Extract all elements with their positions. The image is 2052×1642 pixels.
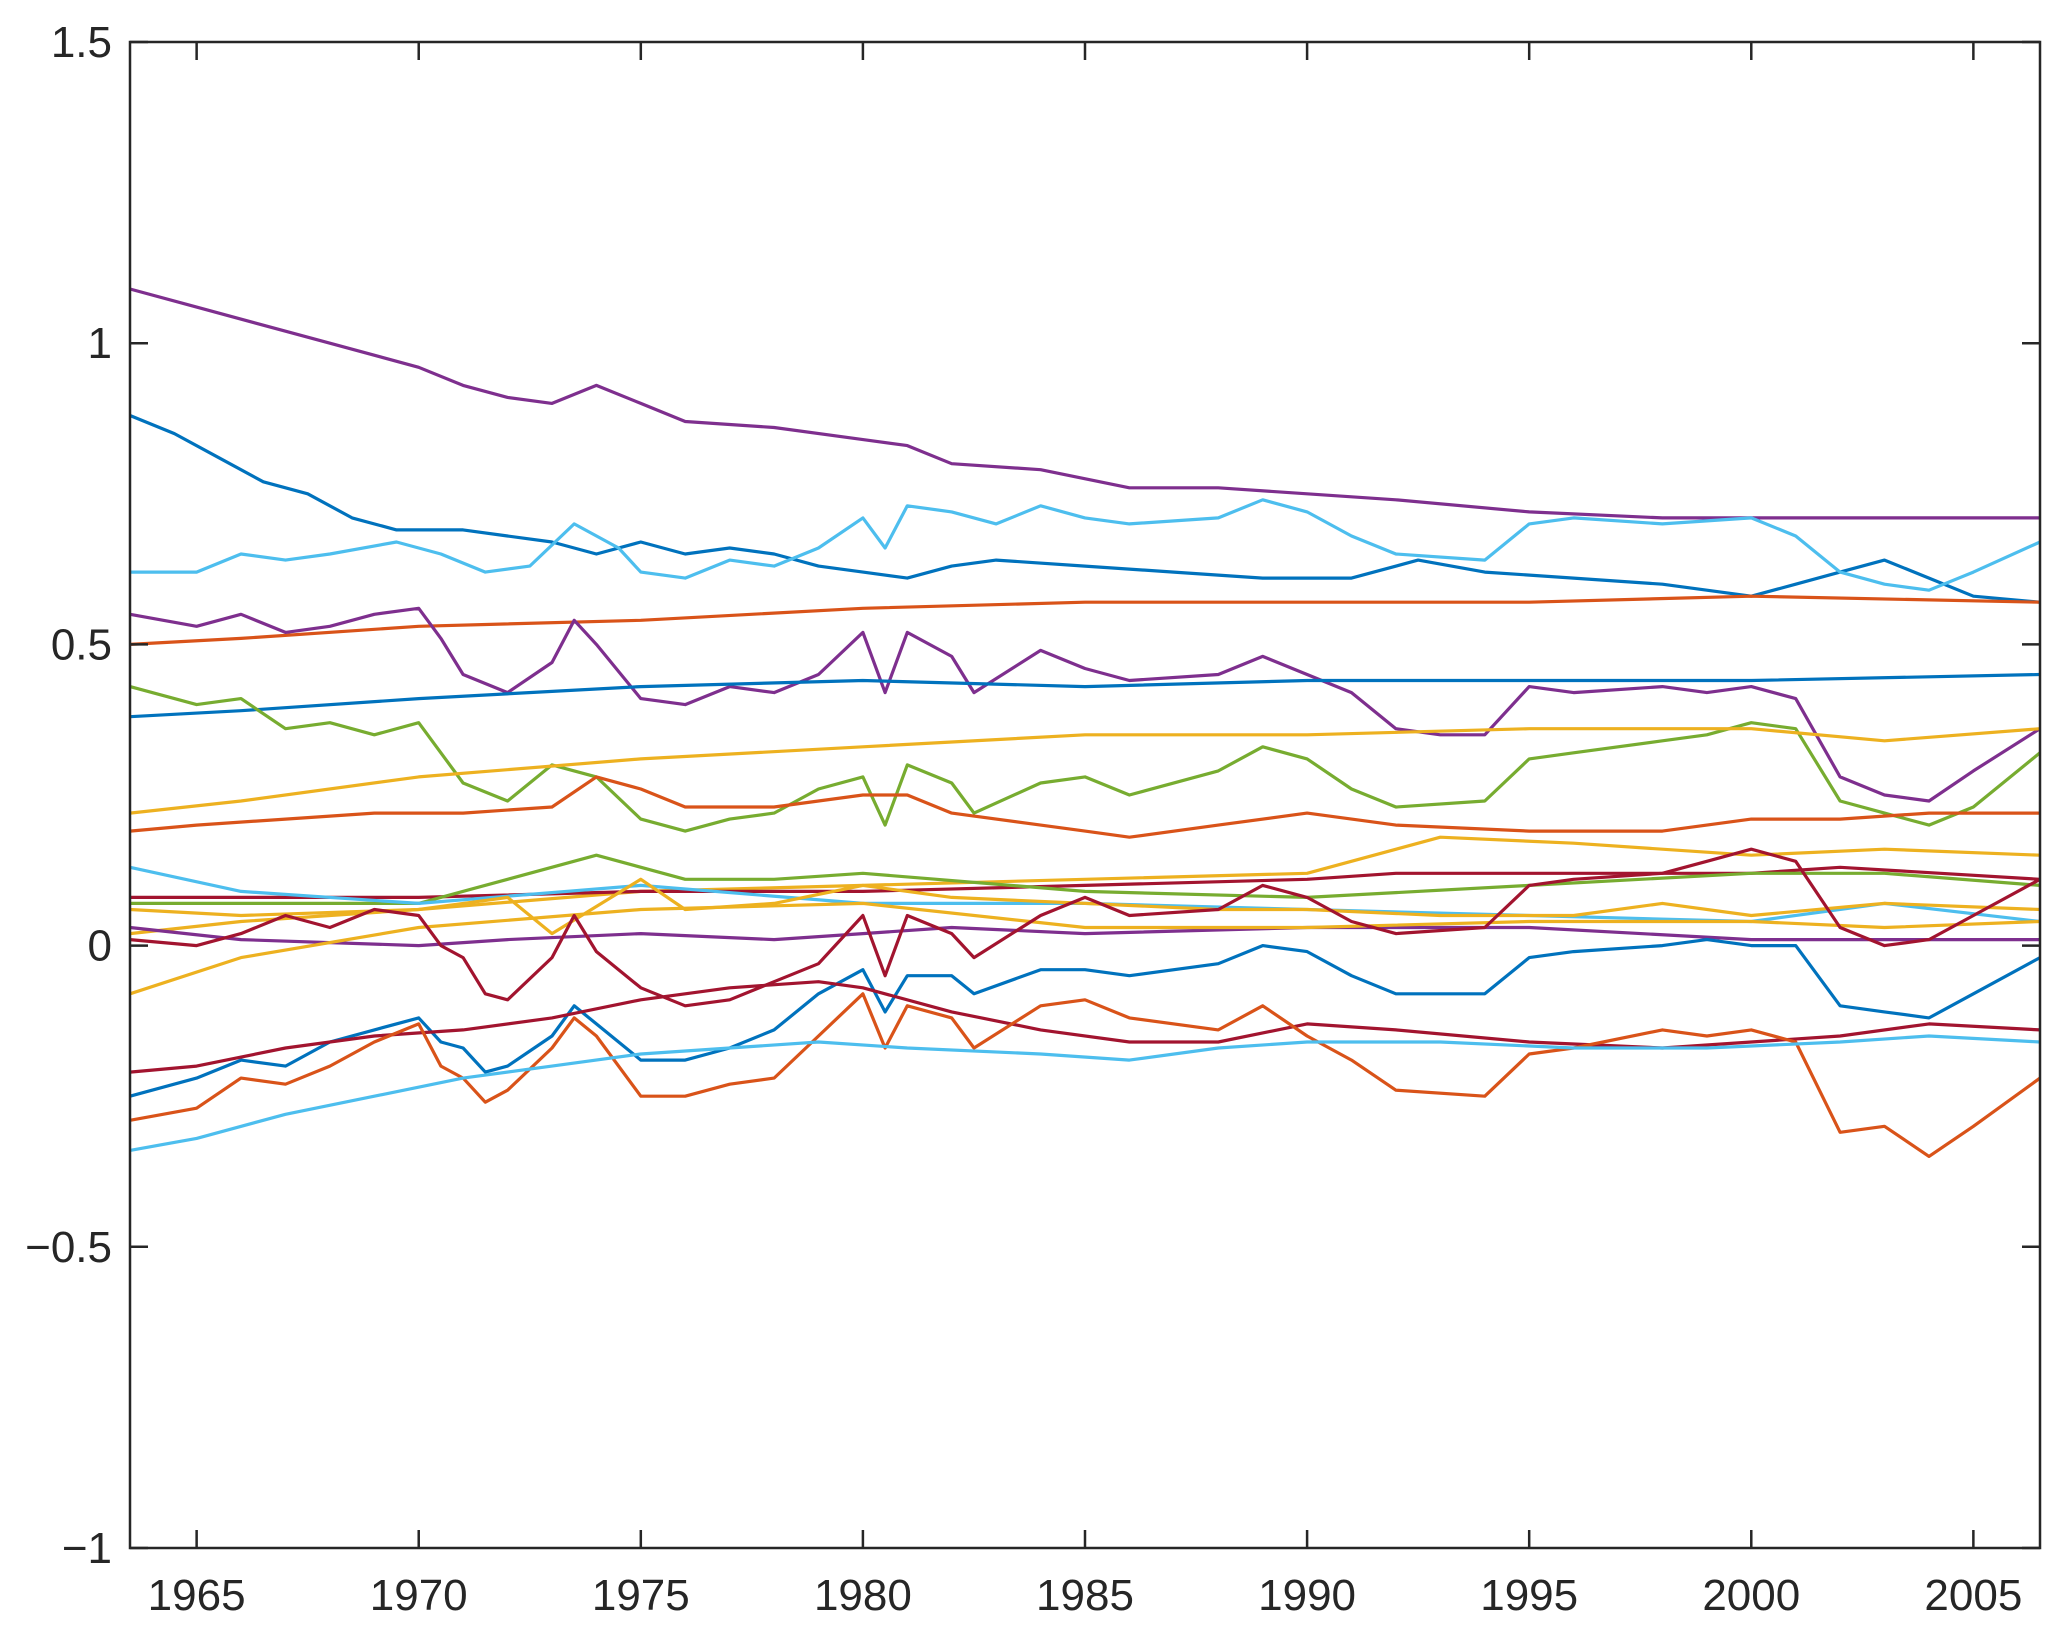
x-axis: 1965 1970 1975 1980 1985 1990 1995 2000 2005 [148, 42, 2022, 1620]
y-tick-label: 0.5 [51, 620, 112, 669]
plot-area [128, 40, 2042, 1550]
series-line-5 [129, 606, 2041, 803]
x-tick-label: 1980 [814, 1571, 912, 1620]
series-line-20 [129, 992, 2041, 1159]
series-line-17 [129, 847, 2041, 1008]
x-tick-label: 2005 [1924, 1571, 2022, 1620]
y-axis: −1 −0.5 0 0.5 1 1.5 [25, 18, 2040, 1573]
series-line-3 [130, 498, 2041, 592]
series-line-21 [129, 1034, 2041, 1152]
series-line-16 [129, 901, 2041, 996]
series-line-4 [129, 594, 2041, 646]
x-tick-label: 1965 [148, 1571, 246, 1620]
series-layer [129, 287, 2042, 1159]
y-tick-label: −0.5 [25, 1223, 112, 1272]
series-line-2 [129, 414, 2041, 604]
x-tick-label: 1985 [1036, 1571, 1134, 1620]
series-line-6 [129, 672, 2041, 719]
x-tick-label: 1995 [1480, 1571, 1578, 1620]
series-line-15 [129, 925, 2040, 948]
y-tick-label: 1 [88, 319, 112, 368]
series-line-18 [129, 937, 2041, 1098]
series-line-9 [129, 775, 2040, 839]
x-tick-label: 1990 [1258, 1571, 1356, 1620]
y-tick-label: 1.5 [51, 18, 112, 67]
x-tick-label: 1970 [370, 1571, 468, 1620]
x-tick-label: 2000 [1702, 1571, 1800, 1620]
series-line-7 [129, 685, 2042, 833]
series-line-1 [129, 287, 2040, 520]
series-line-14 [129, 877, 2041, 936]
x-tick-label: 1975 [592, 1571, 690, 1620]
series-line-19 [129, 980, 2041, 1074]
series-line-13 [129, 865, 2041, 924]
series-line-8 [129, 727, 2041, 815]
y-tick-label: 0 [88, 922, 112, 971]
y-tick-label: −1 [62, 1524, 112, 1573]
